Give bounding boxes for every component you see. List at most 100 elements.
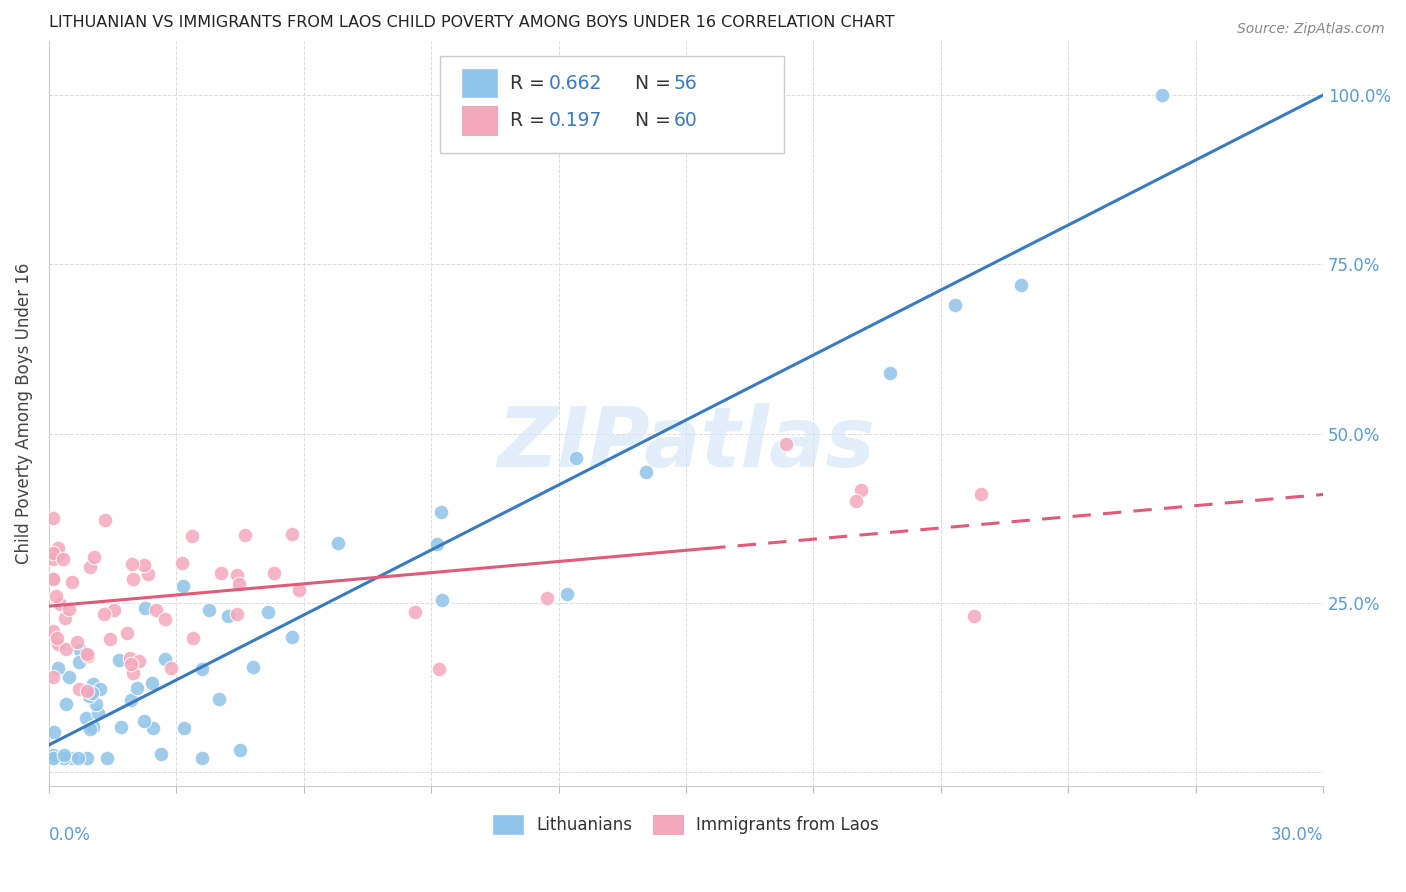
Point [845,494,868,508]
Point [226,607,249,621]
Point [426,537,449,551]
Point [69,643,91,657]
Point [1150,88,1173,103]
Point [555,587,578,601]
Point [75,711,97,725]
Point [120,657,142,671]
Point [153,612,176,626]
Point [79,723,101,737]
Point [46,661,69,675]
Point [565,451,588,466]
Point [229,743,252,757]
Point [429,505,451,519]
Point [943,298,966,312]
Point [82,720,104,734]
Point [120,692,142,706]
Point [287,583,309,598]
FancyBboxPatch shape [461,106,498,135]
Point [67,681,90,696]
Point [42,670,65,684]
Text: N =: N = [636,112,671,130]
Text: 0.662: 0.662 [548,74,602,93]
Point [432,593,454,607]
Point [49,598,72,612]
Point [48,547,70,561]
Point [67,655,90,669]
Point [132,714,155,728]
Point [132,558,155,572]
Point [58,601,80,615]
Point [280,526,302,541]
Point [281,630,304,644]
Point [80,686,103,700]
Point [45,590,67,604]
Point [134,601,156,615]
Point [76,751,98,765]
Point [42,751,65,765]
Point [42,751,65,765]
Point [636,465,658,479]
Point [83,549,105,564]
Point [128,654,150,668]
Point [42,747,65,762]
Point [149,747,172,761]
Point [42,624,65,638]
Point [42,552,65,566]
Point [42,510,65,524]
Point [120,651,142,665]
Point [103,602,125,616]
Point [122,665,145,680]
Point [96,751,118,765]
Point [110,720,132,734]
Text: 60: 60 [673,112,697,130]
Point [180,529,202,543]
Point [181,631,204,645]
Legend: Lithuanians, Immigrants from Laos: Lithuanians, Immigrants from Laos [486,808,886,840]
Point [141,675,163,690]
Text: ZIPatlas: ZIPatlas [498,402,875,483]
Point [172,579,194,593]
FancyBboxPatch shape [440,56,785,153]
Point [66,751,89,765]
Point [963,608,986,623]
Point [208,691,231,706]
Text: Source: ZipAtlas.com: Source: ZipAtlas.com [1237,22,1385,37]
Point [145,603,167,617]
Point [775,436,797,450]
Point [191,662,214,676]
Point [263,566,285,581]
Point [93,607,115,621]
Point [60,574,83,589]
Point [48,637,70,651]
Point [173,722,195,736]
Text: R =: R = [510,74,546,93]
Text: 0.0%: 0.0% [49,827,91,845]
Point [84,697,107,711]
Point [42,725,65,739]
Point [160,661,183,675]
Point [55,698,77,712]
Point [115,626,138,640]
Point [82,677,104,691]
FancyBboxPatch shape [461,70,498,97]
Point [970,487,993,501]
Point [136,566,159,581]
Point [79,559,101,574]
Point [153,652,176,666]
Point [536,591,558,605]
Text: N =: N = [636,74,671,93]
Point [93,513,115,527]
Point [42,546,65,560]
Point [228,577,250,591]
Point [849,483,872,498]
Point [46,541,69,556]
Text: 56: 56 [673,74,697,93]
Point [108,652,131,666]
Point [198,603,221,617]
Point [76,683,98,698]
Point [58,670,80,684]
Point [76,648,98,663]
Point [77,689,100,703]
Point [235,528,257,542]
Point [52,552,75,566]
